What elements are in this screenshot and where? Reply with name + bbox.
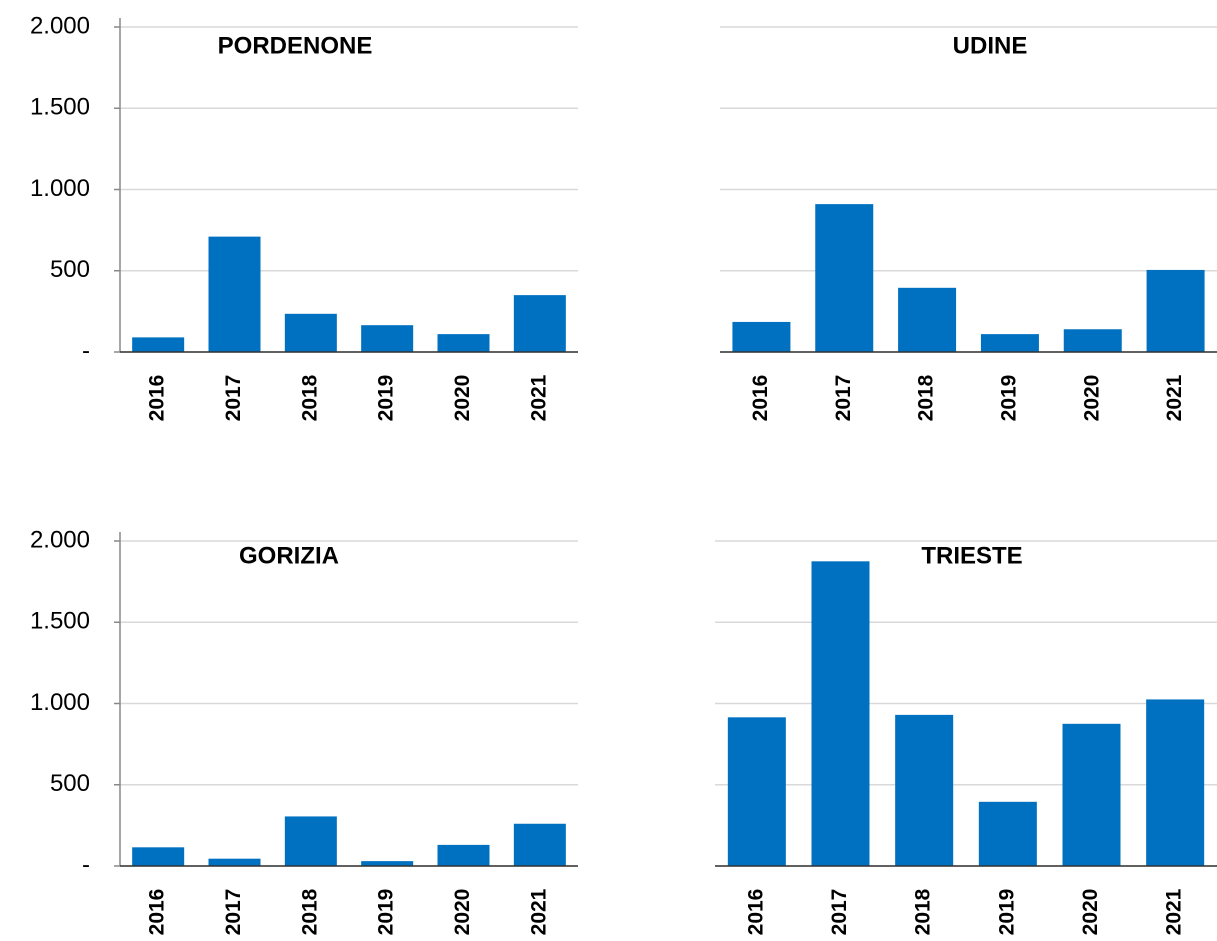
bar: [513, 295, 566, 352]
bar: [978, 801, 1037, 866]
x-tick-label: 2018: [298, 888, 321, 935]
y-tick-label: 1.000: [30, 689, 90, 716]
x-tick-label: 2020: [1080, 375, 1103, 422]
bar: [437, 844, 490, 866]
x-tick-label: 2021: [1163, 888, 1186, 935]
bar: [980, 334, 1039, 352]
x-tick-label: 2019: [375, 889, 398, 936]
bar: [513, 823, 566, 866]
x-tick-label: 2018: [915, 374, 938, 421]
bar: [1146, 269, 1205, 352]
x-tick-label: 2016: [749, 375, 772, 422]
bar: [898, 287, 957, 352]
y-tick-label: 2.000: [30, 12, 90, 39]
bar: [132, 337, 185, 352]
bar: [1062, 723, 1121, 866]
bar: [732, 321, 791, 352]
y-tick-label: 1.000: [30, 175, 90, 202]
bar: [1063, 329, 1122, 352]
chart-title: TRIESTE: [921, 542, 1022, 569]
bar: [361, 325, 414, 352]
chart: 2016 2017 2018 2019 2020 2021 TRIESTE: [715, 540, 1217, 936]
bar: [727, 717, 786, 866]
x-tick-label: 2019: [995, 889, 1018, 936]
bar: [437, 334, 490, 352]
x-tick-label: 2017: [222, 889, 245, 936]
bar: [284, 816, 337, 866]
x-tick-label: 2020: [451, 375, 474, 422]
y-tick-label: 2.000: [30, 526, 90, 553]
chart: 2016 2017 2018 2019 2020 2021 UDINE: [720, 26, 1217, 422]
bar: [208, 858, 261, 866]
chart-title: GORIZIA: [239, 542, 339, 569]
bar: [1146, 699, 1205, 866]
x-tick-label: 2021: [527, 374, 550, 421]
y-tick-label: 1.500: [30, 608, 90, 635]
x-tick-label: 2017: [832, 375, 855, 422]
chart: - 500 1.000 1.500 2.000 2016 2017 2018 2019 2020 2…: [30, 12, 578, 421]
x-tick-label: 2019: [375, 375, 398, 422]
x-tick-label: 2021: [1163, 374, 1186, 421]
x-tick-label: 2019: [997, 375, 1020, 422]
x-tick-label: 2017: [222, 375, 245, 422]
bar: [811, 561, 870, 866]
x-tick-label: 2016: [744, 889, 767, 936]
x-tick-label: 2020: [1079, 889, 1102, 936]
bar: [132, 847, 185, 866]
x-tick-label: 2020: [451, 889, 474, 936]
y-tick-label: -: [82, 851, 90, 878]
x-tick-label: 2018: [298, 374, 321, 421]
x-tick-label: 2017: [828, 889, 851, 936]
y-tick-label: 500: [50, 770, 90, 797]
y-tick-label: 500: [50, 256, 90, 283]
x-tick-label: 2018: [912, 888, 935, 935]
chart-title: PORDENONE: [218, 32, 373, 59]
bar: [208, 236, 261, 352]
bar: [361, 861, 414, 866]
x-tick-label: 2021: [527, 888, 550, 935]
x-tick-label: 2016: [146, 889, 169, 936]
y-tick-label: -: [82, 337, 90, 364]
bar: [815, 204, 874, 352]
bar: [895, 714, 954, 866]
chart: - 500 1.000 1.500 2.000 2016 2017 2018 2019 2020 2…: [30, 526, 578, 935]
bar: [284, 313, 337, 352]
x-tick-label: 2016: [146, 375, 169, 422]
y-tick-label: 1.500: [30, 94, 90, 121]
chart-title: UDINE: [953, 32, 1028, 59]
